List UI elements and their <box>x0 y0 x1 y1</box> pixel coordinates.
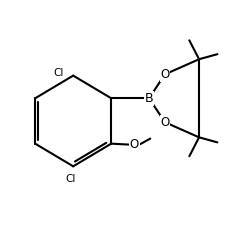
Text: Cl: Cl <box>66 174 76 184</box>
Text: O: O <box>160 116 170 129</box>
Text: O: O <box>160 68 170 81</box>
Text: Cl: Cl <box>53 68 63 78</box>
Text: O: O <box>130 138 139 151</box>
Text: B: B <box>145 92 153 105</box>
